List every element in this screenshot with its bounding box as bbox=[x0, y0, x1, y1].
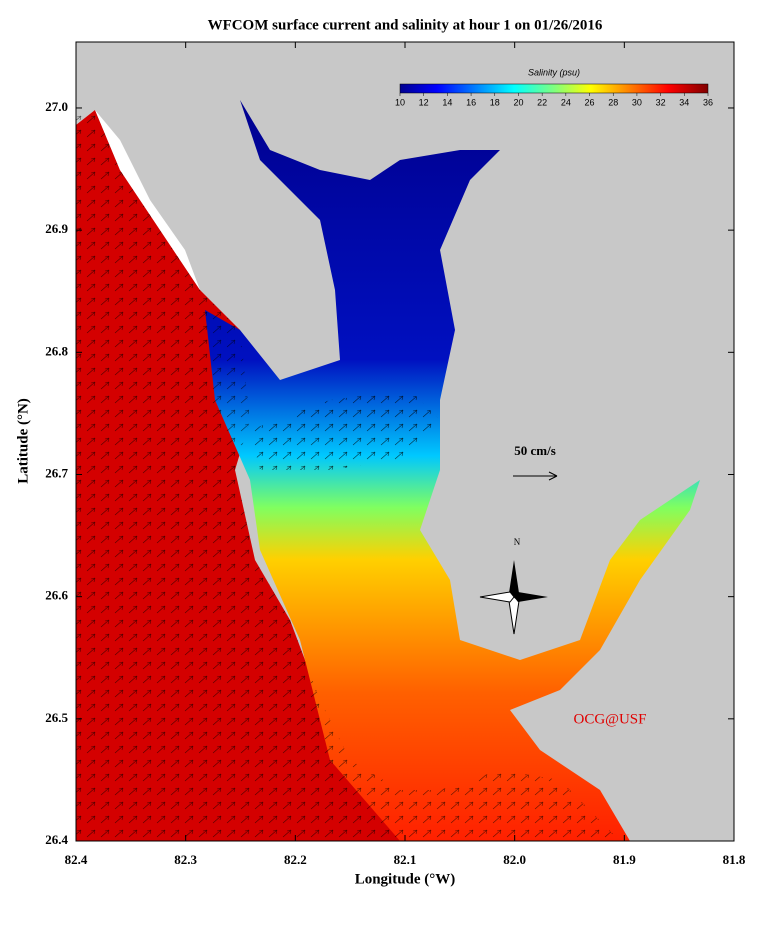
colorbar-tick-label: 12 bbox=[419, 97, 429, 107]
current-vectors bbox=[250, 390, 440, 470]
colorbar-tick-label: 16 bbox=[466, 97, 476, 107]
y-tick-label: 26.9 bbox=[45, 221, 68, 236]
credit: OCG@USF bbox=[573, 711, 646, 727]
x-tick-label: 82.4 bbox=[65, 852, 88, 867]
x-tick-label: 81.8 bbox=[723, 852, 746, 867]
y-tick-label: 26.7 bbox=[45, 465, 68, 480]
colorbar-tick-label: 22 bbox=[537, 97, 547, 107]
colorbar bbox=[399, 83, 709, 94]
y-tick-label: 26.6 bbox=[45, 588, 68, 603]
colorbar-tick-label: 28 bbox=[608, 97, 618, 107]
x-tick-label: 82.3 bbox=[174, 852, 197, 867]
colorbar-tick-label: 26 bbox=[585, 97, 595, 107]
colorbar-tick-label: 14 bbox=[442, 97, 452, 107]
colorbar-tick-label: 32 bbox=[656, 97, 666, 107]
colorbar-label: Salinity (psu) bbox=[528, 67, 580, 77]
shoreline bbox=[95, 110, 200, 290]
y-tick-label: 26.4 bbox=[45, 832, 68, 847]
scale-label: 50 cm/s bbox=[514, 443, 556, 458]
map-area bbox=[76, 42, 734, 841]
current-vectors bbox=[76, 110, 620, 841]
scale-arrow bbox=[513, 471, 558, 481]
colorbar-tick-label: 34 bbox=[679, 97, 689, 107]
colorbar-tick-label: 20 bbox=[513, 97, 523, 107]
y-axis-label: Latitude (°N) bbox=[15, 398, 31, 484]
north-label: N bbox=[514, 537, 521, 547]
compass-rose bbox=[479, 560, 548, 635]
estuary-water bbox=[205, 100, 700, 841]
map-title: WFCOM surface current and salinity at ho… bbox=[208, 17, 603, 33]
y-tick-label: 27.0 bbox=[45, 99, 68, 114]
colorbar-tick-label: 30 bbox=[632, 97, 642, 107]
colorbar-tick-label: 10 bbox=[395, 97, 405, 107]
colorbar-tick-label: 36 bbox=[703, 97, 713, 107]
colorbar-tick-label: 24 bbox=[561, 97, 571, 107]
colorbar-tick-label: 18 bbox=[490, 97, 500, 107]
x-axis-label: Longitude (°W) bbox=[355, 871, 456, 887]
y-tick-label: 26.5 bbox=[45, 710, 68, 725]
x-tick-label: 82.2 bbox=[284, 852, 307, 867]
x-tick-label: 81.9 bbox=[613, 852, 636, 867]
y-tick-label: 26.8 bbox=[45, 343, 68, 358]
x-tick-label: 82.0 bbox=[503, 852, 526, 867]
x-tick-label: 82.1 bbox=[394, 852, 417, 867]
